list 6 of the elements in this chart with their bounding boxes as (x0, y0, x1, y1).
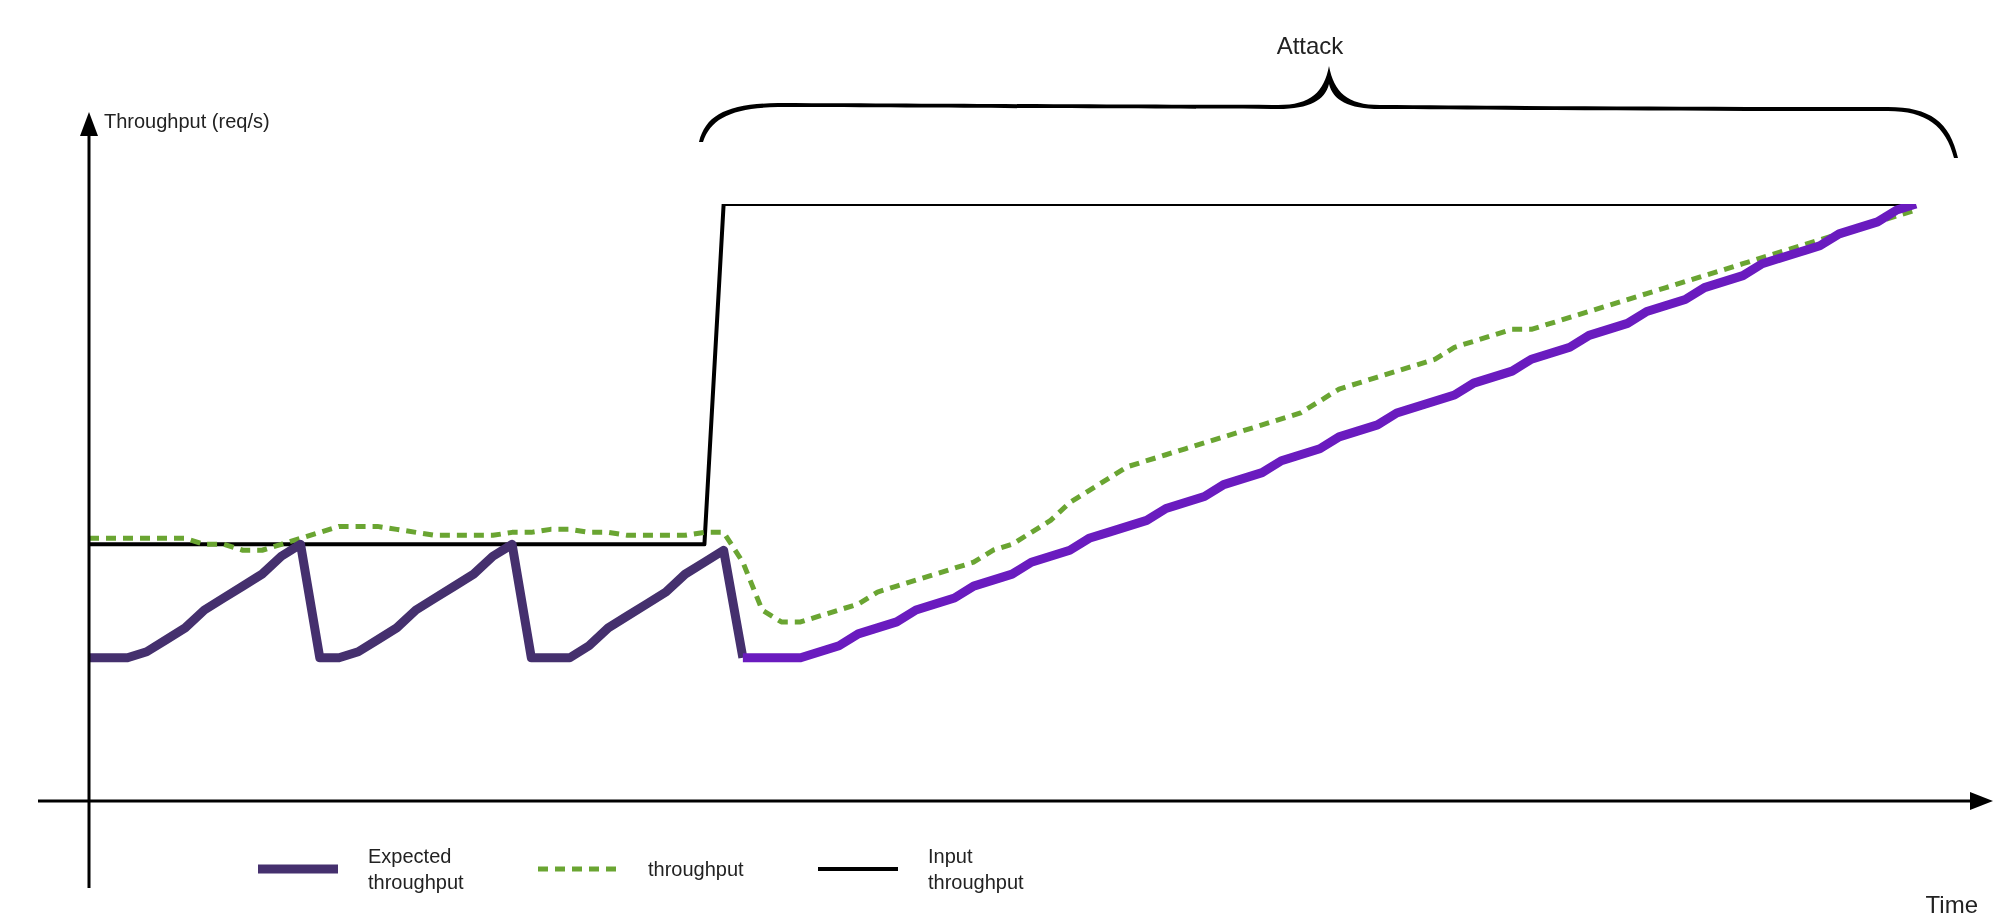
legend-label: Input throughput (928, 844, 1025, 895)
legend-label: Expected throughput (368, 844, 465, 895)
legend-label: throughput (648, 857, 745, 882)
text: Attack (1276, 32, 1345, 59)
y-axis-title: Throughput (req/s) (104, 110, 270, 132)
x-axis-title: Time (1925, 891, 1978, 918)
